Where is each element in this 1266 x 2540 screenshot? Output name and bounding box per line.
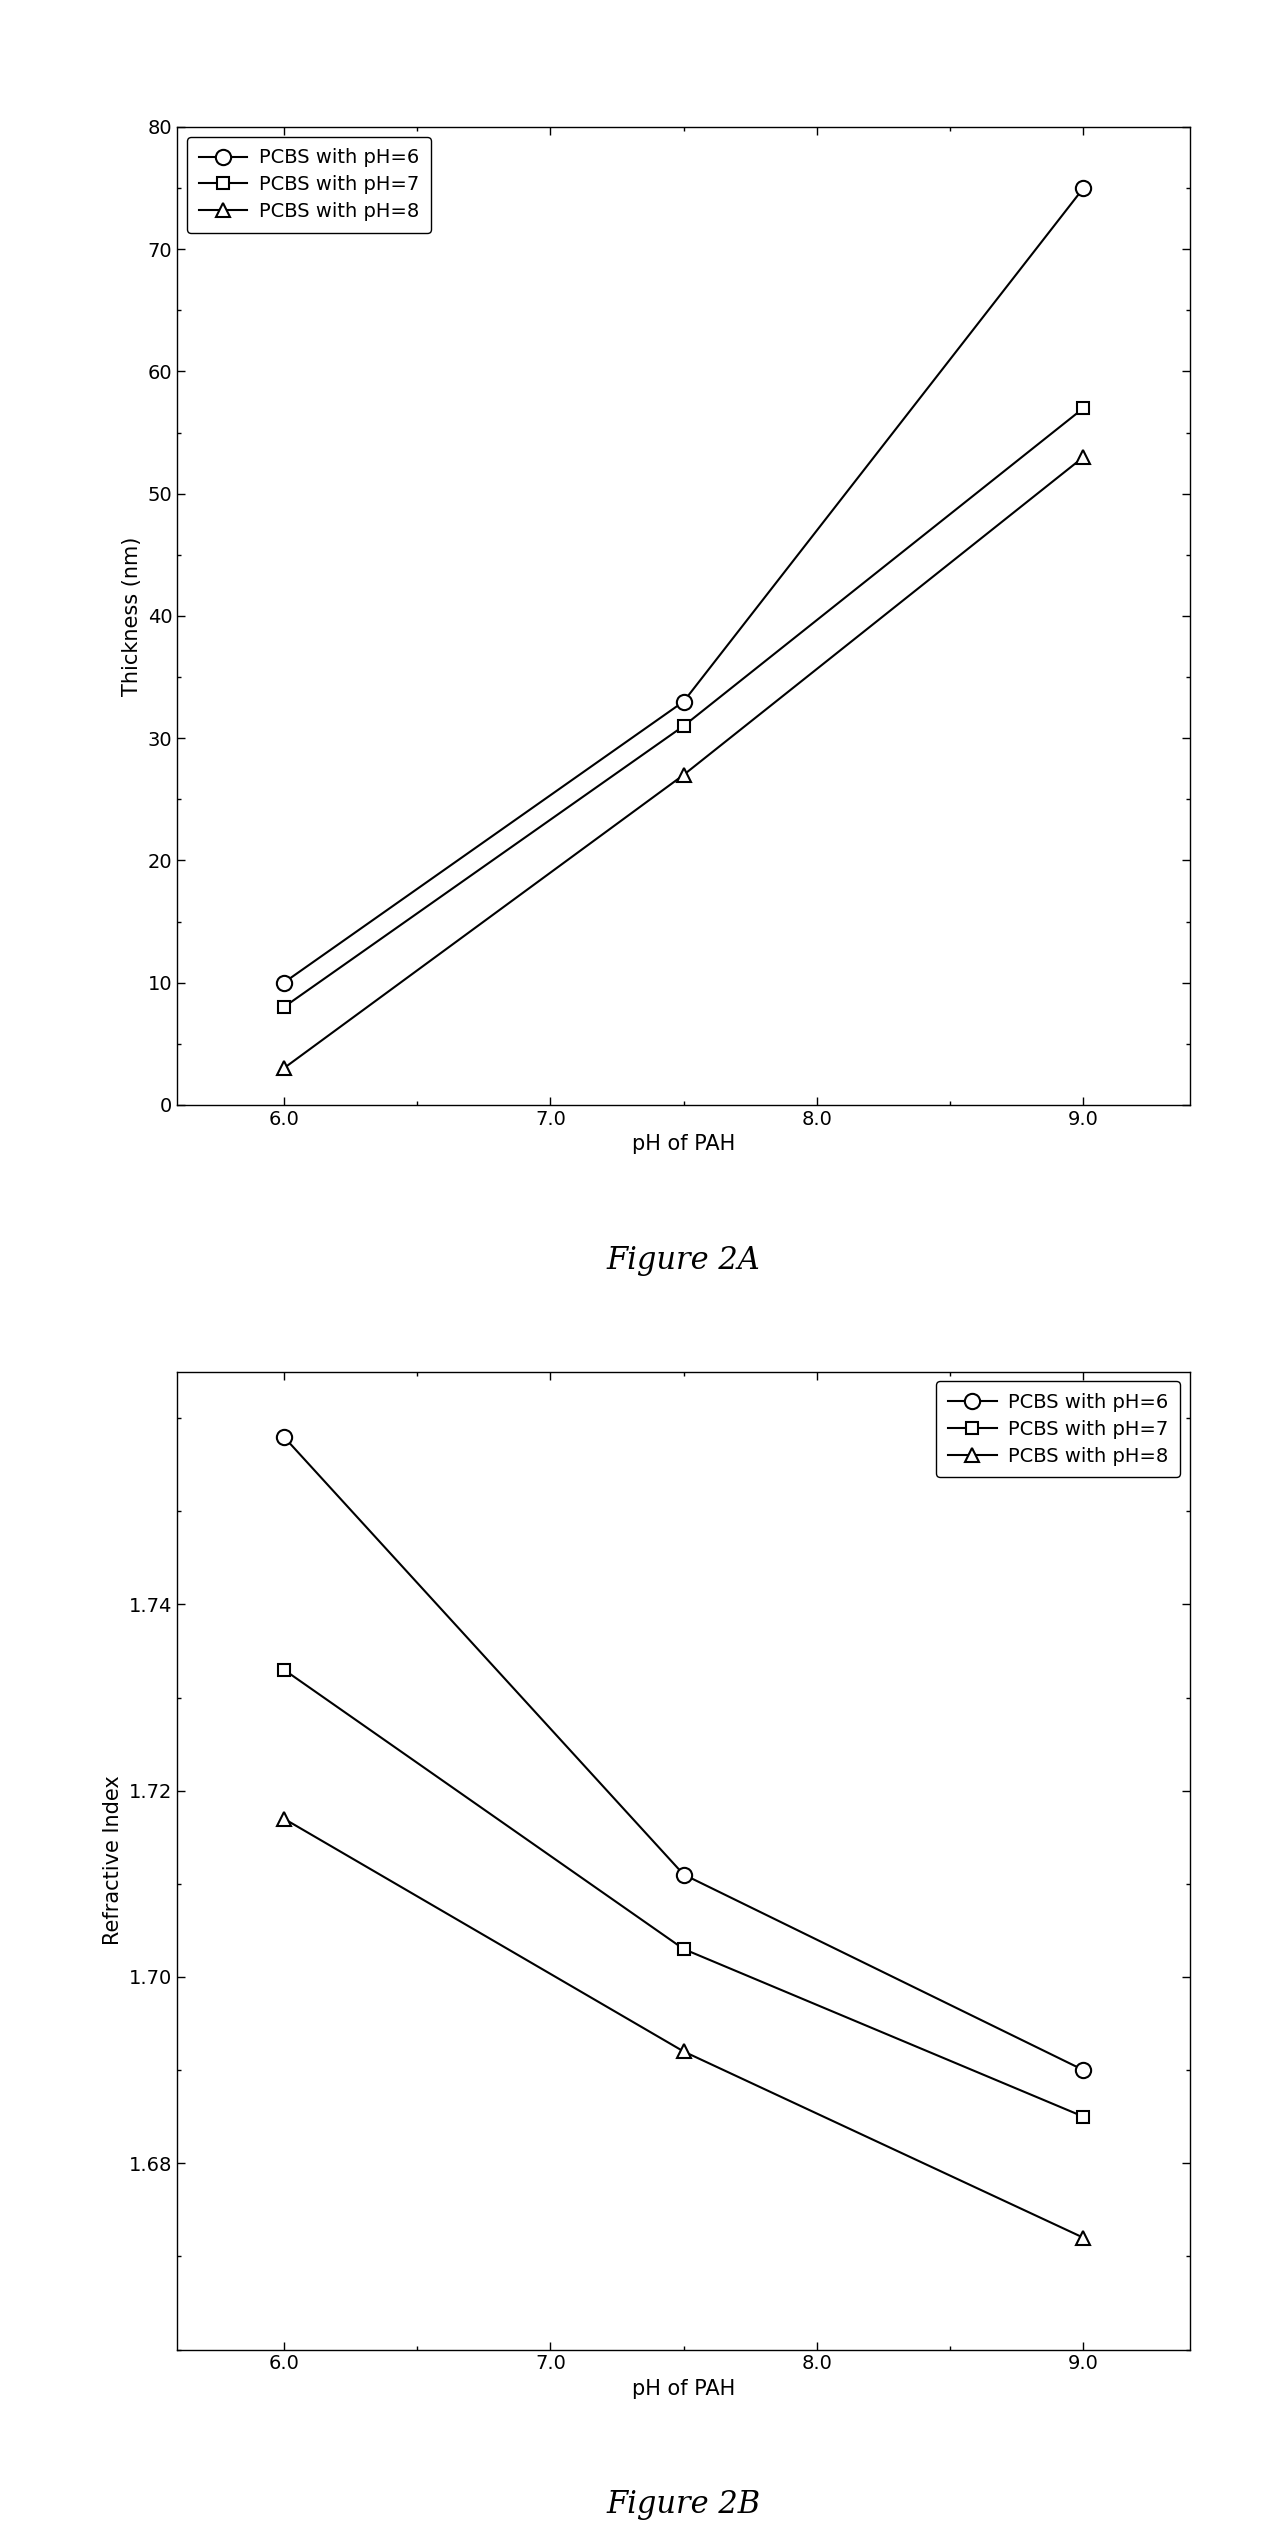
PCBS with pH=6 <box>676 686 691 716</box>
Line: PCBS with pH=6: PCBS with pH=6 <box>276 180 1091 991</box>
Text: Figure 2B: Figure 2B <box>606 2489 761 2520</box>
Line: PCBS with pH=8: PCBS with pH=8 <box>277 450 1090 1074</box>
X-axis label: pH of PAH: pH of PAH <box>632 1135 736 1153</box>
PCBS with pH=6 <box>1076 173 1091 203</box>
PCBS with pH=8 <box>276 1803 291 1834</box>
PCBS with pH=6 <box>276 968 291 998</box>
Line: PCBS with pH=6: PCBS with pH=6 <box>276 1430 1091 2078</box>
PCBS with pH=8 <box>676 759 691 790</box>
Line: PCBS with pH=8: PCBS with pH=8 <box>277 1811 1090 2245</box>
Y-axis label: Refractive Index: Refractive Index <box>104 1775 124 1946</box>
Legend: PCBS with pH=6, PCBS with pH=7, PCBS with pH=8: PCBS with pH=6, PCBS with pH=7, PCBS wit… <box>187 137 430 234</box>
PCBS with pH=8 <box>276 1054 291 1085</box>
Line: PCBS with pH=7: PCBS with pH=7 <box>277 401 1090 1013</box>
X-axis label: pH of PAH: pH of PAH <box>632 2380 736 2398</box>
PCBS with pH=7 <box>1076 394 1091 424</box>
PCBS with pH=8 <box>1076 442 1091 472</box>
Legend: PCBS with pH=6, PCBS with pH=7, PCBS with pH=8: PCBS with pH=6, PCBS with pH=7, PCBS wit… <box>937 1382 1180 1478</box>
PCBS with pH=7 <box>276 1654 291 1684</box>
Text: Figure 2A: Figure 2A <box>606 1245 761 1275</box>
PCBS with pH=7 <box>676 711 691 742</box>
PCBS with pH=6 <box>276 1422 291 1453</box>
PCBS with pH=8 <box>1076 2222 1091 2253</box>
Y-axis label: Thickness (nm): Thickness (nm) <box>122 536 142 696</box>
PCBS with pH=6 <box>676 1859 691 1890</box>
PCBS with pH=8 <box>676 2037 691 2068</box>
PCBS with pH=7 <box>676 1933 691 1963</box>
Line: PCBS with pH=7: PCBS with pH=7 <box>277 1664 1090 2123</box>
PCBS with pH=7 <box>276 993 291 1024</box>
PCBS with pH=6 <box>1076 2055 1091 2085</box>
PCBS with pH=7 <box>1076 2101 1091 2131</box>
